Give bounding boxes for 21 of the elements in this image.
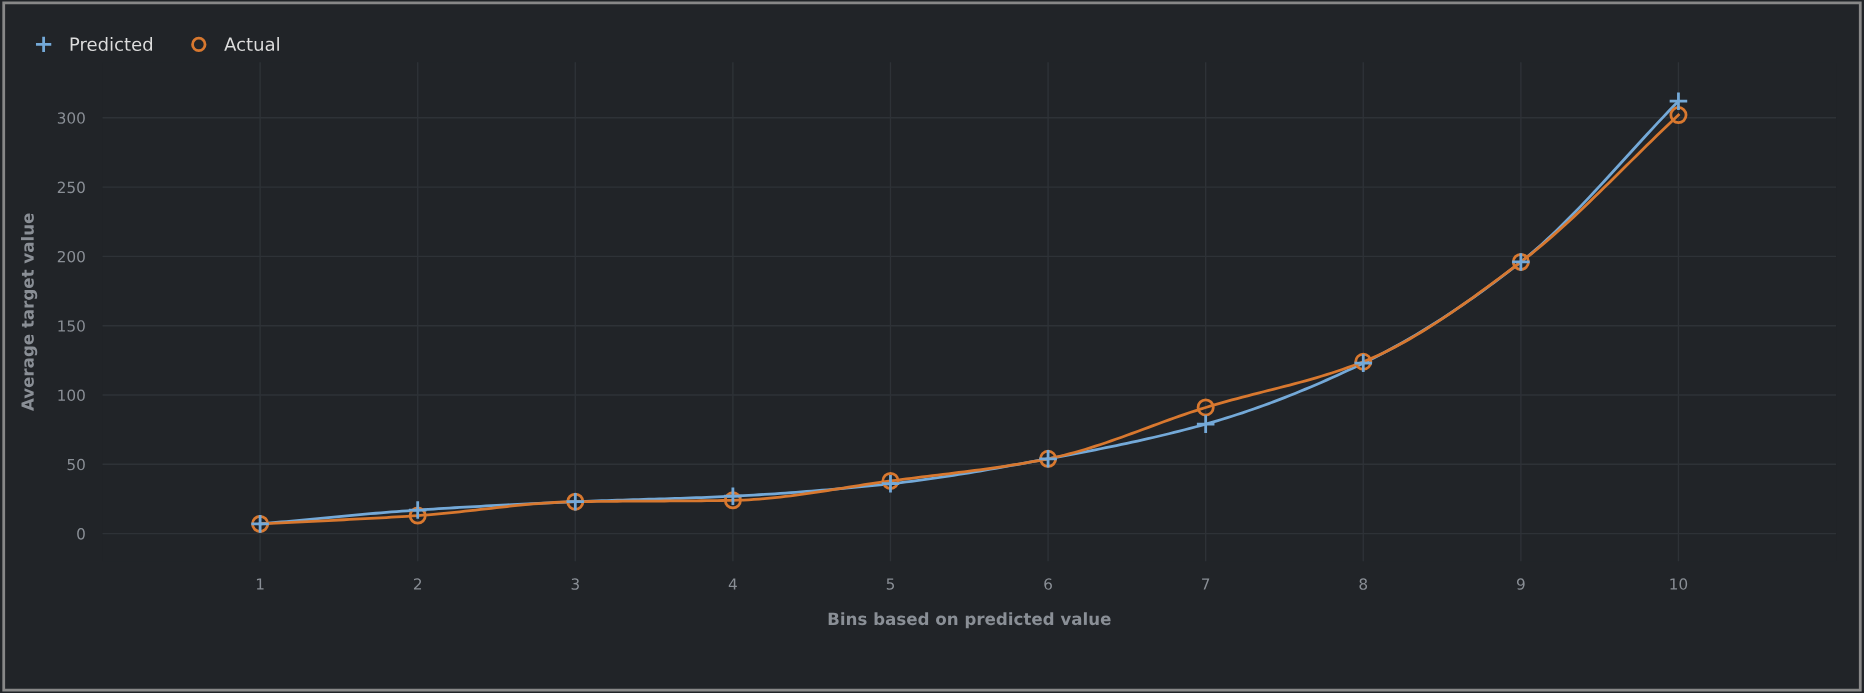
- y-tick-label: 50: [67, 458, 85, 471]
- y-tick-label: 200: [57, 250, 85, 263]
- x-tick-label: 5: [886, 578, 895, 590]
- x-axis-title: Bins based on predicted value: [828, 612, 1111, 629]
- x-tick-label: 7: [1202, 578, 1210, 590]
- y-tick-label: 250: [57, 181, 85, 194]
- legend-label: Predicted: [70, 37, 153, 52]
- y-tick-label: 300: [57, 112, 85, 124]
- x-tick-label: 3: [571, 578, 579, 590]
- x-tick-label: 4: [728, 578, 737, 590]
- x-tick-label: 1: [256, 578, 264, 590]
- legend-label: Actual: [224, 37, 279, 52]
- y-tick-label: 0: [77, 528, 85, 540]
- x-tick-label: 10: [1670, 578, 1688, 590]
- y-tick-label: 100: [58, 389, 85, 402]
- x-tick-label: 8: [1359, 578, 1368, 590]
- x-tick-label: 6: [1044, 578, 1052, 590]
- x-tick-label: 2: [413, 578, 422, 590]
- y-axis-title: Average target value: [20, 213, 38, 411]
- x-tick-label: 9: [1516, 578, 1525, 590]
- y-tick-label: 150: [58, 320, 85, 332]
